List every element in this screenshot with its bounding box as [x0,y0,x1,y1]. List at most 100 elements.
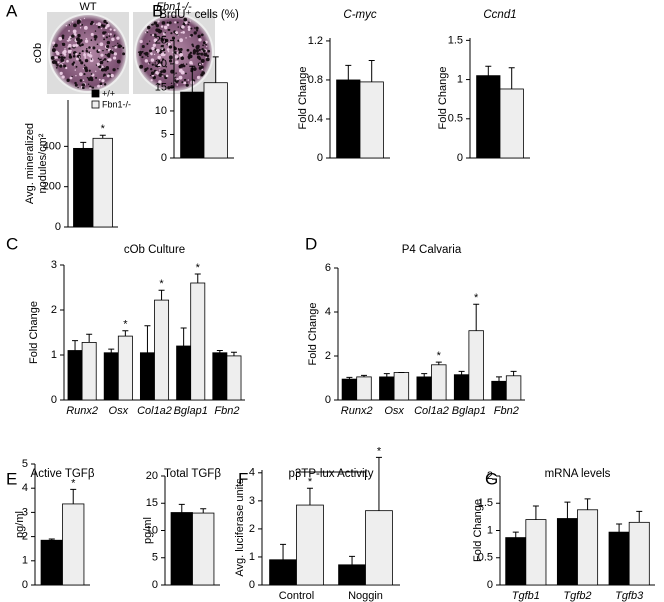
bar [341,378,358,401]
speckle [153,53,156,56]
error-bar [280,543,287,560]
y-tick-label: 5 [22,458,28,470]
x-tick-label: Tgfb2 [563,590,591,602]
speckle [114,46,117,49]
speckle [106,74,110,78]
bar [379,376,395,401]
chart-title: P4 Calvaria [402,244,462,256]
speckle [116,59,121,64]
error-bar [383,373,390,377]
speckle [146,31,149,34]
error-bar [458,370,465,375]
bar [359,81,384,159]
bar [103,352,119,401]
speckle [90,32,94,36]
speckle [52,46,55,48]
speckle [157,20,160,23]
x-tick-label: Fbn2 [214,405,239,417]
speckle [164,52,166,54]
bar [628,521,650,586]
speckle [180,64,184,68]
speckle [59,64,63,68]
y-axis-label: pg/ml [14,511,26,538]
significance: * [437,350,442,362]
speckle [198,52,201,55]
error-bar [368,59,375,82]
speckle [149,74,152,77]
speckle [60,58,65,63]
speckle [149,40,151,42]
speckle [158,73,163,77]
speckle [141,45,145,49]
speckle [61,34,65,38]
speckle [174,52,177,55]
speckle [185,83,189,87]
chart-title: mRNA levels [545,468,611,480]
speckle [166,21,169,24]
speckle [54,62,58,65]
y-tick-label: 2 [51,304,57,316]
speckle [187,23,189,26]
speckle [152,43,156,48]
speckle [81,23,84,26]
y-tick-label: 0 [249,579,255,591]
speckle [89,51,92,54]
y-tick-label: 0 [51,394,57,406]
speckle [196,52,200,56]
bar [296,504,324,586]
bar [577,509,599,586]
bar [476,75,501,159]
speckle [153,38,158,43]
bar [190,282,206,401]
speckle [168,59,173,63]
speckle [193,48,195,51]
speckle [176,34,178,36]
speckle [89,58,94,63]
y-axis-label: Fold Change [437,67,449,130]
speckle [94,30,97,32]
error-bar [510,370,517,376]
speckle [150,58,155,62]
chart-title: Total TGFβ [164,468,221,480]
speckle [74,83,78,87]
speckle [181,81,184,84]
speckle [63,56,66,59]
speckle [71,21,74,23]
speckle [105,36,108,39]
speckle [83,52,86,55]
y-axis-label: Fold Change [297,67,309,130]
speckle [195,49,199,53]
speckle [170,85,174,89]
speckle [177,79,179,82]
speckle [106,48,108,51]
y-tick-label: 0 [55,221,61,233]
speckle [84,58,89,63]
speckle [179,38,184,43]
bar [338,564,366,586]
speckle [196,44,200,49]
speckle [155,51,158,53]
speckle [161,21,166,25]
speckle [174,51,177,54]
chart-title: BrdU⁺ cells (%) [159,9,239,21]
speckle [153,33,157,37]
speckle [50,56,55,60]
speckle [99,82,103,86]
speckle [105,22,109,25]
speckle [176,51,179,54]
speckle [198,66,203,70]
speckle [205,57,210,62]
speckle [197,34,201,39]
speckle [198,57,202,61]
speckle [52,60,56,64]
bar [40,539,63,586]
bar [431,364,447,401]
speckle [72,55,76,58]
speckle [95,76,98,79]
speckle [170,69,175,74]
speckle [66,40,69,42]
error-bar [70,488,77,504]
speckle [57,61,60,64]
speckle [175,60,179,65]
speckle [162,58,164,61]
